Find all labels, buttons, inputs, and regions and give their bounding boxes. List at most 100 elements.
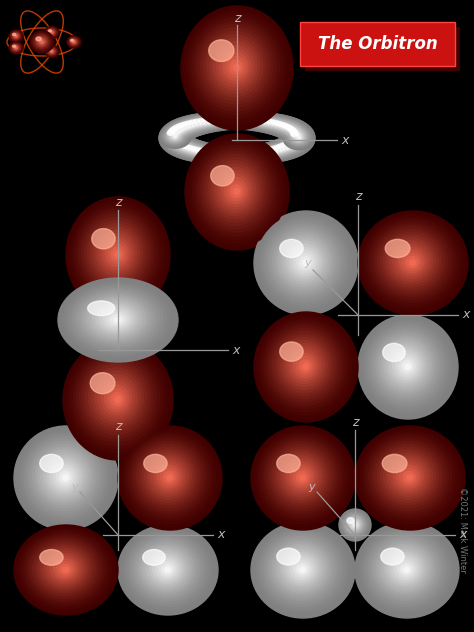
Ellipse shape <box>148 456 188 496</box>
Ellipse shape <box>282 122 306 140</box>
Ellipse shape <box>296 133 298 135</box>
Ellipse shape <box>296 139 300 142</box>
Ellipse shape <box>169 137 183 147</box>
Ellipse shape <box>285 131 310 150</box>
Ellipse shape <box>207 118 212 121</box>
Ellipse shape <box>173 129 182 135</box>
Ellipse shape <box>281 238 327 284</box>
Ellipse shape <box>277 121 290 131</box>
Ellipse shape <box>49 30 55 35</box>
Ellipse shape <box>273 149 280 153</box>
Ellipse shape <box>287 131 310 147</box>
Ellipse shape <box>258 114 281 131</box>
Ellipse shape <box>123 431 216 523</box>
Ellipse shape <box>219 115 235 126</box>
Ellipse shape <box>282 122 302 137</box>
Ellipse shape <box>363 529 449 609</box>
Ellipse shape <box>189 145 203 156</box>
Ellipse shape <box>91 371 140 425</box>
Ellipse shape <box>369 221 455 302</box>
Ellipse shape <box>275 334 333 396</box>
Ellipse shape <box>200 112 226 131</box>
Ellipse shape <box>271 117 297 137</box>
Ellipse shape <box>199 123 202 125</box>
Ellipse shape <box>283 123 304 138</box>
Ellipse shape <box>344 514 365 535</box>
Ellipse shape <box>187 146 198 154</box>
Ellipse shape <box>210 116 225 127</box>
Ellipse shape <box>10 42 22 53</box>
Ellipse shape <box>176 117 203 137</box>
Ellipse shape <box>178 124 190 133</box>
Ellipse shape <box>287 126 306 141</box>
Ellipse shape <box>189 144 211 160</box>
Ellipse shape <box>193 149 200 153</box>
Ellipse shape <box>264 122 266 123</box>
Ellipse shape <box>202 118 214 126</box>
Ellipse shape <box>253 119 259 123</box>
Ellipse shape <box>204 147 221 160</box>
Ellipse shape <box>173 135 177 138</box>
Ellipse shape <box>46 27 57 37</box>
Ellipse shape <box>175 119 197 135</box>
Ellipse shape <box>166 135 197 157</box>
Ellipse shape <box>358 211 468 315</box>
Ellipse shape <box>268 120 278 127</box>
Ellipse shape <box>177 118 202 135</box>
Ellipse shape <box>244 112 268 130</box>
Ellipse shape <box>235 112 259 130</box>
Ellipse shape <box>229 153 235 157</box>
Ellipse shape <box>174 125 188 135</box>
Ellipse shape <box>276 119 298 135</box>
Ellipse shape <box>222 113 242 128</box>
Ellipse shape <box>399 357 415 375</box>
Ellipse shape <box>249 113 272 130</box>
Ellipse shape <box>166 128 184 142</box>
Ellipse shape <box>291 130 293 131</box>
Ellipse shape <box>204 31 266 100</box>
Ellipse shape <box>346 516 363 532</box>
Ellipse shape <box>180 144 187 149</box>
Ellipse shape <box>171 127 184 137</box>
Ellipse shape <box>192 114 217 132</box>
Ellipse shape <box>280 135 308 155</box>
Ellipse shape <box>176 131 180 134</box>
Ellipse shape <box>255 154 257 155</box>
Ellipse shape <box>165 133 185 147</box>
Ellipse shape <box>282 131 312 153</box>
Ellipse shape <box>178 140 201 157</box>
Ellipse shape <box>239 150 254 160</box>
Ellipse shape <box>288 140 300 149</box>
Ellipse shape <box>288 130 309 145</box>
Ellipse shape <box>96 305 136 332</box>
Ellipse shape <box>280 123 293 132</box>
Ellipse shape <box>198 149 273 232</box>
Ellipse shape <box>209 161 261 219</box>
Ellipse shape <box>48 30 52 32</box>
Ellipse shape <box>287 133 308 148</box>
Ellipse shape <box>67 284 167 354</box>
Ellipse shape <box>277 122 283 126</box>
Text: z: z <box>115 195 121 209</box>
Ellipse shape <box>46 28 57 37</box>
Ellipse shape <box>209 115 226 128</box>
Ellipse shape <box>251 147 270 161</box>
Ellipse shape <box>174 127 184 135</box>
Ellipse shape <box>230 147 254 164</box>
Ellipse shape <box>193 119 200 123</box>
Ellipse shape <box>273 120 288 131</box>
Ellipse shape <box>295 132 297 133</box>
Ellipse shape <box>182 121 197 131</box>
Ellipse shape <box>201 149 215 158</box>
Ellipse shape <box>260 116 278 130</box>
Ellipse shape <box>191 114 218 133</box>
Ellipse shape <box>274 142 293 156</box>
Ellipse shape <box>221 117 227 120</box>
Ellipse shape <box>176 140 196 155</box>
Ellipse shape <box>100 307 133 331</box>
Ellipse shape <box>259 142 287 162</box>
Ellipse shape <box>182 145 191 151</box>
Ellipse shape <box>246 120 247 121</box>
Ellipse shape <box>276 147 284 153</box>
Ellipse shape <box>281 456 321 496</box>
